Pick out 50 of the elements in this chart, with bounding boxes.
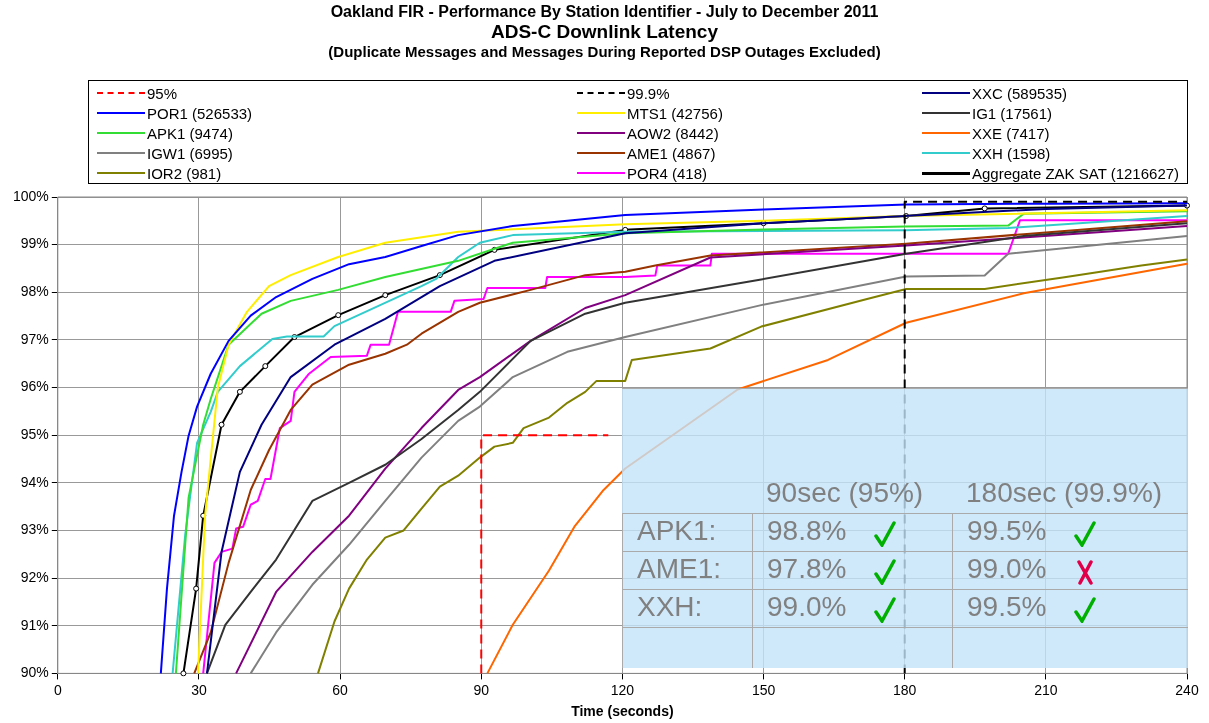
y-tick-label: 97% [20,330,49,347]
legend-label: IG1 (17561) [972,104,1053,122]
legend-label: IOR2 (981) [147,164,222,182]
x-tick-label: 180 [893,681,917,698]
legend-label: APK1 (9474) [147,124,233,142]
legend-label: XXE (7417) [972,124,1050,142]
annotation: AME1: [637,553,722,585]
y-tick-label: 92% [20,568,49,585]
y-tick-label: 91% [20,616,49,633]
legend-label: 99.9% [627,84,670,102]
legend-label: POR1 (526533) [147,104,253,122]
annotation: 97.8% [767,553,847,585]
annotation: 98.8% [767,515,847,547]
y-tick-label: 93% [20,521,49,538]
annotation: 99.5% [967,515,1047,547]
legend-label: IGW1 (6995) [147,144,233,162]
x-tick-label: 150 [751,681,776,698]
annotation: 99.0% [767,591,847,623]
legend-label: XXH (1598) [972,144,1051,162]
x-tick-label: 240 [1175,681,1199,698]
chart-title: Oakland FIR - Performance By Station Identifier - July to December 2011 [329,2,880,21]
legend-label: 95% [147,84,178,102]
x-tick-label: 90 [473,681,490,698]
annotation: 90sec (95%) [766,477,924,509]
legend-label: AOW2 (8442) [627,124,719,142]
x-tick-label: 0 [53,681,62,698]
legend-label: POR4 (418) [627,164,708,182]
x-tick-label: 60 [332,681,349,698]
x-tick-label: 30 [191,681,207,698]
annotation: XXH: [637,591,703,623]
y-tick-label: 99% [20,235,49,252]
legend-label: AME1 (4867) [627,144,716,162]
y-tick-label: 100% [12,187,49,204]
y-tick-label: 90% [20,664,49,681]
annotation: APK1: [637,515,717,547]
y-tick-label: 94% [20,473,49,490]
x-tick-label: 120 [610,681,635,698]
y-tick-label: 95% [20,426,49,443]
text: (Duplicate Messages and Messages During Reported DSP Outages Excluded) [327,43,882,61]
y-tick-label: 98% [20,283,49,300]
annotation: 99.0% [967,553,1047,585]
x-tick-label: 210 [1034,681,1058,698]
annotation: 180sec (99.9%) [966,477,1163,509]
x-axis-title: Time (seconds) [571,703,674,720]
legend-label: Aggregate ZAK SAT (1216627) [972,164,1180,182]
legend-label: MTS1 (42756) [627,104,723,122]
legend-label: XXC (589535) [972,84,1068,102]
y-tick-label: 96% [20,378,49,395]
chart-subtitle: ADS-C Downlink Latency [490,21,719,43]
annotation: 99.5% [967,591,1047,623]
